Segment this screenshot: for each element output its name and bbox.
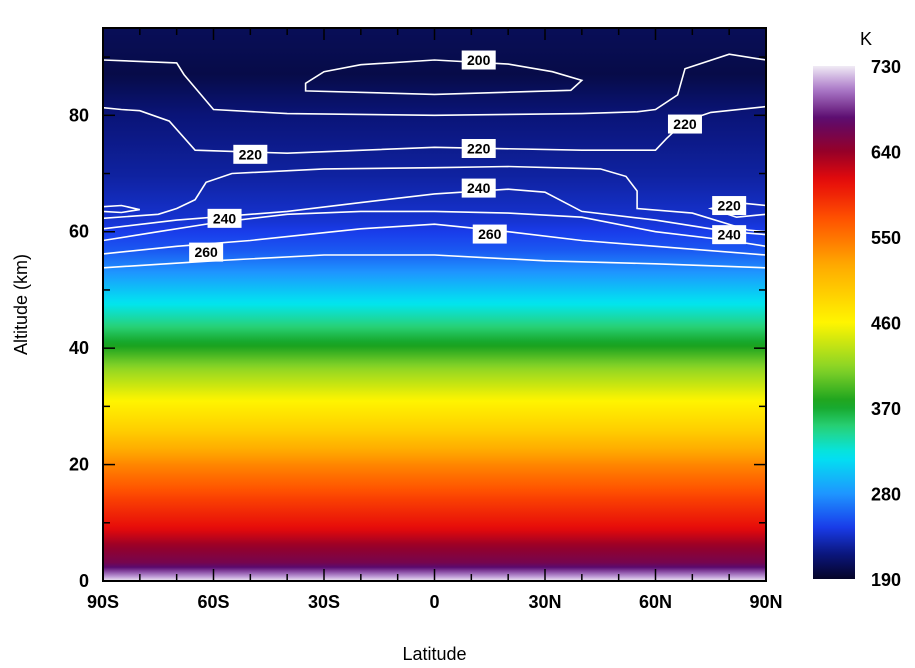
x-tick-label: 0 xyxy=(429,592,439,612)
contour-label-box xyxy=(667,114,702,134)
contour-label: 220 xyxy=(717,198,741,214)
contour-label-box xyxy=(461,138,496,158)
contour-label: 240 xyxy=(717,227,741,243)
colorbar-tick-label: 280 xyxy=(871,485,901,505)
contour-label-box xyxy=(461,178,496,198)
contour-label-box xyxy=(233,144,268,164)
y-tick-label: 20 xyxy=(69,455,89,475)
x-tick-label: 90N xyxy=(749,592,782,612)
y-axis: 0 20 40 60 80 xyxy=(69,56,766,591)
x-tick-label: 30S xyxy=(308,592,340,612)
colorbar: 190 280 370 460 550 640 730 K xyxy=(813,29,901,590)
contour-line-260 xyxy=(103,210,766,248)
contour-label-box xyxy=(472,224,507,244)
y-tick-label: 60 xyxy=(69,222,89,242)
contour-label-box xyxy=(189,242,224,262)
x-tick-label: 90S xyxy=(87,592,119,612)
x-axis: 90S 60S 30S 0 30N 60N 90N xyxy=(87,28,783,612)
contour-label: 220 xyxy=(467,140,491,156)
contour-label-box xyxy=(461,50,496,70)
contour-line-220 xyxy=(103,204,140,214)
contour-label-box xyxy=(712,196,747,216)
contour-label: 240 xyxy=(467,180,491,196)
contour-line-220 xyxy=(103,53,766,117)
contour-label: 260 xyxy=(194,244,218,260)
colorbar-tick-label: 190 xyxy=(871,570,901,590)
contour-label: 220 xyxy=(673,116,697,132)
colorbar-bar xyxy=(813,66,855,579)
y-tick-label: 80 xyxy=(69,105,89,125)
colorbar-unit: K xyxy=(860,29,872,49)
contour-label-box xyxy=(712,225,747,245)
y-tick-label: 40 xyxy=(69,338,89,358)
x-axis-title: Latitude xyxy=(402,644,466,664)
x-tick-label: 30N xyxy=(528,592,561,612)
x-tick-label: 60N xyxy=(639,592,672,612)
plot-area: 200 220 220 220 220 240 240 240 260 260 xyxy=(102,27,767,582)
colorbar-tick-label: 550 xyxy=(871,228,901,248)
contour-label: 200 xyxy=(467,52,491,68)
contour-line-240 xyxy=(103,188,766,236)
colorbar-tick-label: 640 xyxy=(871,143,901,163)
contour-label-layer: 200 220 220 220 220 240 240 240 260 260 xyxy=(189,50,747,262)
colorbar-tick-label: 730 xyxy=(871,57,901,77)
contour-label: 260 xyxy=(478,226,502,242)
y-axis-title: Altitude (km) xyxy=(11,254,31,355)
contour-label: 220 xyxy=(239,146,263,162)
x-tick-label: 60S xyxy=(197,592,229,612)
colorbar-ticks: 190 280 370 460 550 640 730 xyxy=(871,57,901,590)
colorbar-tick-label: 460 xyxy=(871,314,901,334)
contour-label-box xyxy=(207,208,242,228)
y-tick-label: 0 xyxy=(79,571,89,591)
contour-label: 240 xyxy=(213,210,237,226)
contour-line-240 xyxy=(103,165,766,233)
colorbar-tick-label: 370 xyxy=(871,399,901,419)
temperature-field xyxy=(103,28,766,581)
contour-line-200 xyxy=(304,59,584,96)
